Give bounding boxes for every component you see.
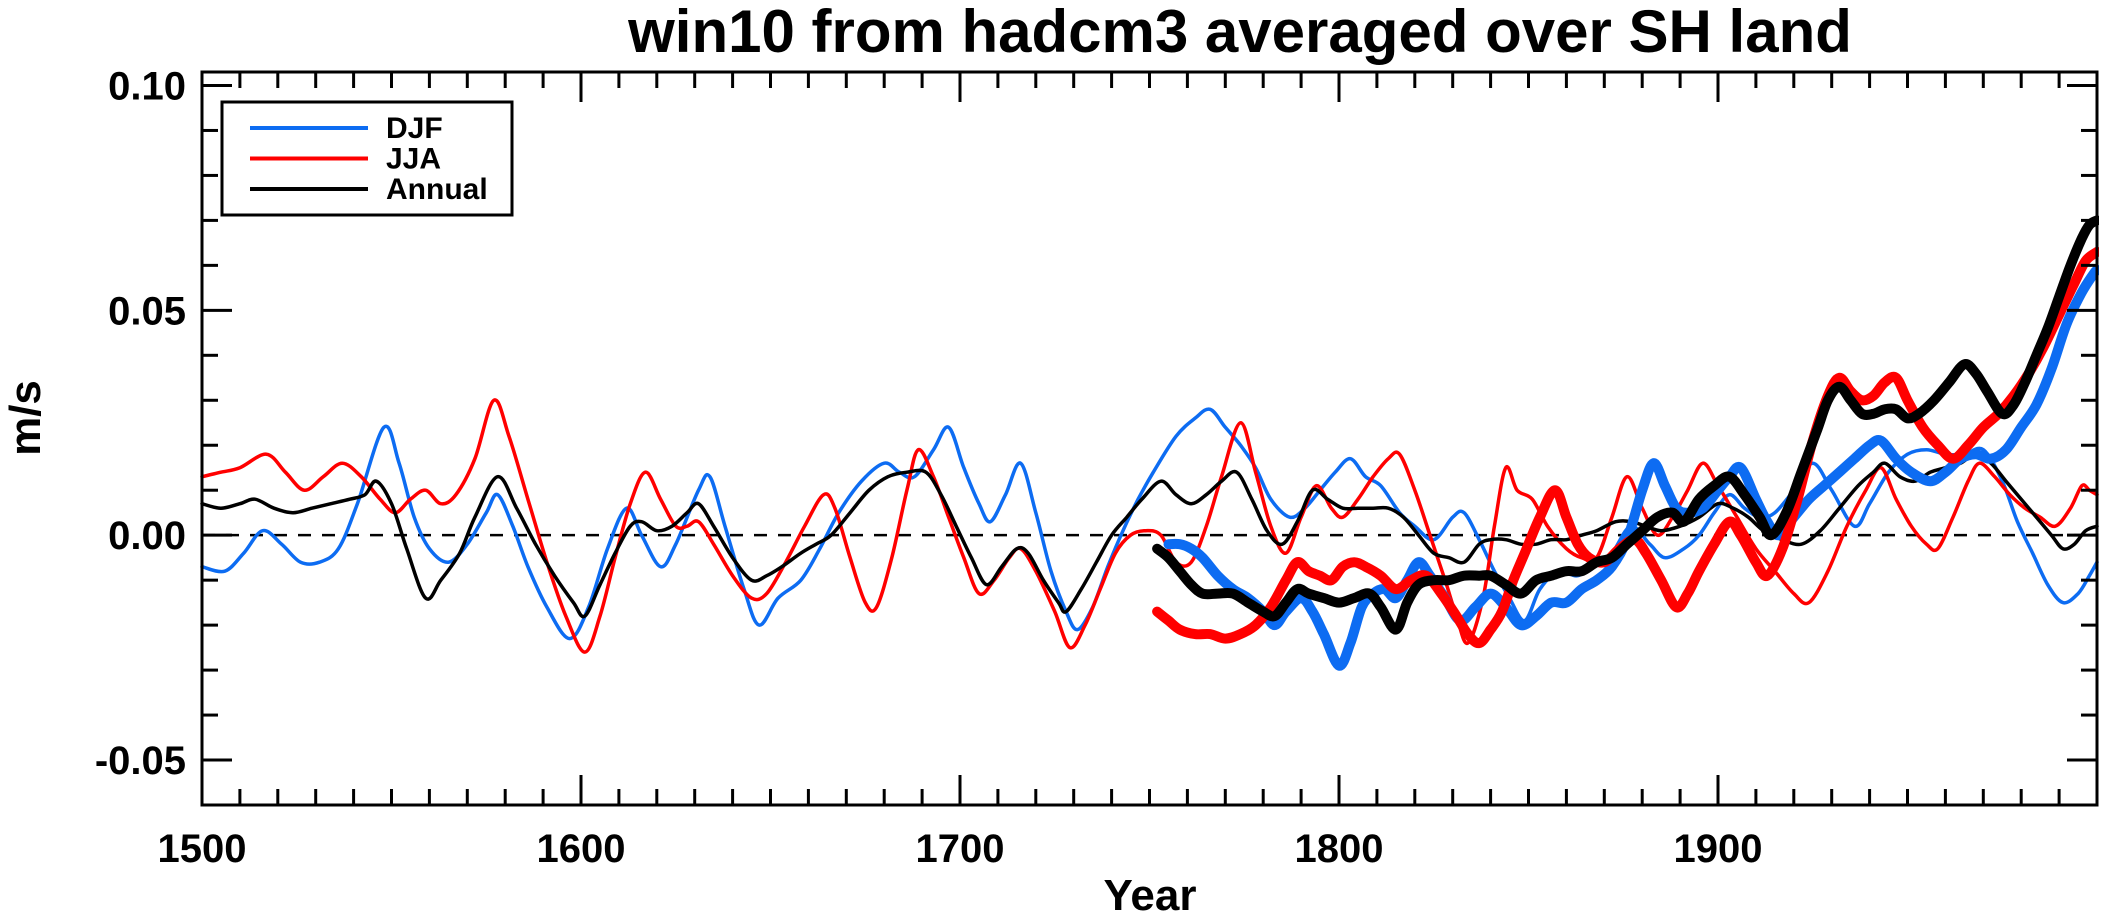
series-jja [200,398,2099,654]
x-tick-label: 1600 [537,827,626,871]
legend-label-djf: DJF [386,112,443,145]
y-tick-label: 0.05 [108,289,186,333]
x-tick-label: 1500 [158,827,247,871]
series-annual-smoothed [1152,215,2099,635]
series-annual [200,452,2099,619]
legend-label-annual: Annual [386,173,488,206]
x-axis-label: Year [1104,871,1197,920]
x-tick-label: 1700 [916,827,1005,871]
x-tick-labels: 1500 1600 1700 1800 1900 [158,827,1763,871]
legend-label-jja: JJA [386,143,441,176]
y-axis-label: m/s [1,380,50,456]
data-curves [200,215,2099,671]
y-tick-label: -0.05 [95,739,186,783]
x-tick-label: 1900 [1674,827,1763,871]
series-djf-smoothed [1163,264,2099,671]
y-tick-label: 0.00 [108,514,186,558]
x-tick-label: 1800 [1295,827,1384,871]
y-tick-labels: 0.10 0.05 0.00 -0.05 [95,64,186,783]
chart-title: win10 from hadcm3 averaged over SH land [627,0,1852,65]
series-djf [200,407,2099,641]
y-axis-ticks [202,83,2097,807]
x-axis-ticks [200,72,2099,805]
y-tick-label: 0.10 [108,64,186,108]
